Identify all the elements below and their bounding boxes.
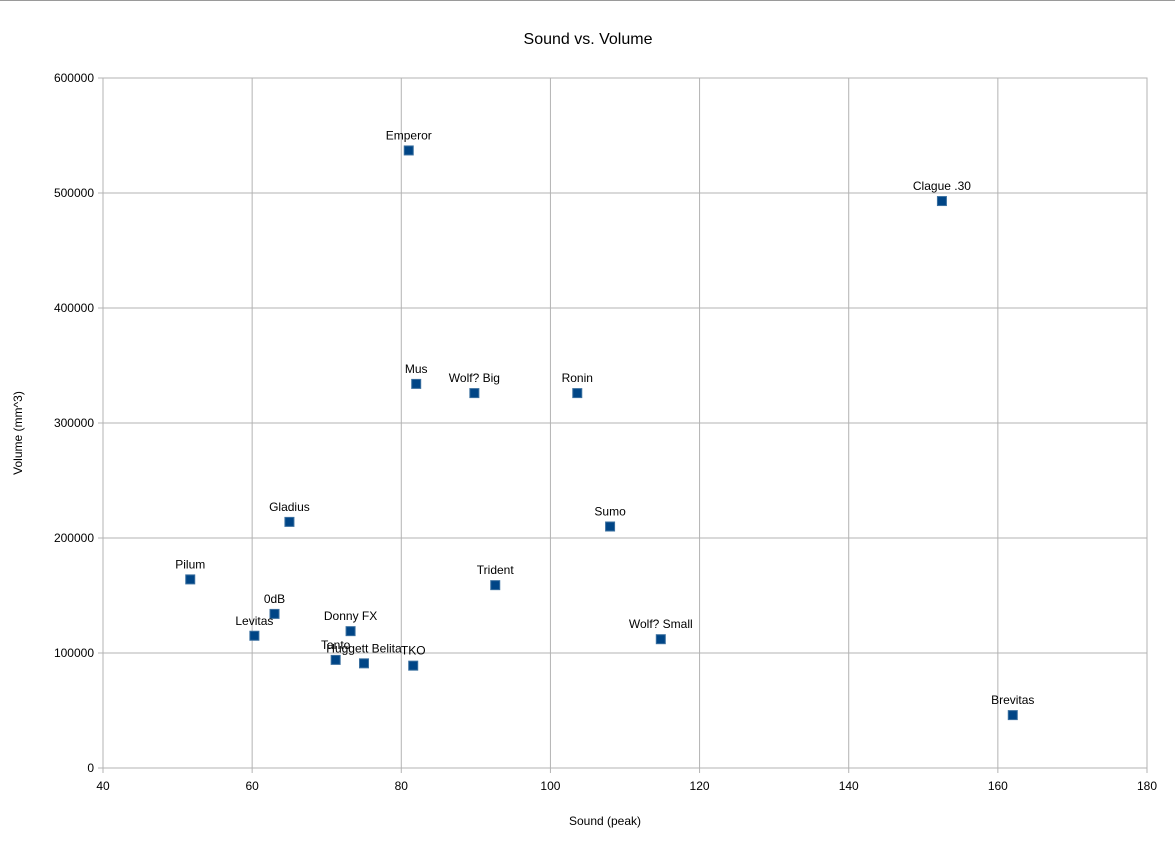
point-marker (411, 378, 422, 389)
point-marker (284, 516, 295, 527)
point-label: Gladius (269, 500, 310, 514)
data-point: Trident (477, 563, 515, 591)
data-point: Donny FX (324, 609, 377, 637)
data-point: Wolf? Small (629, 617, 693, 645)
x-tick-label: 140 (839, 779, 859, 793)
point-marker (572, 388, 583, 399)
y-tick-label: 100000 (54, 646, 94, 660)
x-axis-ticks: 40 60 80 100 120 140 160 180 (96, 768, 1157, 793)
data-point: Pilum (175, 557, 205, 585)
data-point: Sumo (594, 505, 626, 532)
point-label: Mus (405, 362, 428, 376)
y-tick-label: 500000 (54, 186, 94, 200)
data-point: TKO (401, 644, 426, 671)
grid-lines (102, 77, 1148, 769)
data-point: Ronin (562, 371, 593, 399)
point-label: 0dB (264, 592, 285, 606)
x-tick-label: 40 (96, 779, 110, 793)
y-tick-label: 300000 (54, 416, 94, 430)
point-label: Brevitas (991, 693, 1034, 707)
x-tick-label: 60 (245, 779, 259, 793)
y-axis-ticks: 0 100000 200000 300000 400000 500000 600000 (54, 71, 103, 775)
point-marker (490, 580, 501, 591)
chart-title: Sound vs. Volume (524, 31, 653, 48)
point-marker (1007, 710, 1018, 721)
x-tick-label: 160 (988, 779, 1008, 793)
data-point: Brevitas (991, 693, 1034, 721)
point-label: TKO (401, 644, 426, 658)
point-label: Emperor (386, 128, 432, 142)
point-label: Wolf? Small (629, 617, 693, 631)
point-label: Sumo (594, 505, 626, 519)
x-tick-label: 100 (540, 779, 560, 793)
point-label: Huggett Belita (326, 641, 402, 655)
data-point: Gladius (269, 500, 310, 527)
x-tick-label: 120 (690, 779, 710, 793)
point-label: Tanto (321, 638, 351, 652)
data-points: Emperor Clague .30 Mus Wolf? Big Ronin Gladiu… (175, 128, 1034, 721)
point-label: Trident (477, 563, 515, 577)
point-label: Pilum (175, 557, 205, 571)
y-tick-label: 600000 (54, 71, 94, 85)
point-label: Donny FX (324, 609, 377, 623)
y-tick-label: 0 (87, 761, 94, 775)
point-marker (330, 654, 341, 665)
point-marker (249, 630, 260, 641)
point-label: Ronin (562, 371, 593, 385)
point-label: Levitas (235, 614, 273, 628)
data-point: Emperor (386, 128, 432, 156)
point-marker (345, 626, 356, 637)
top-border (0, 0, 1175, 1)
point-marker (936, 196, 947, 207)
y-tick-label: 200000 (54, 531, 94, 545)
x-tick-label: 180 (1137, 779, 1157, 793)
data-point: 0dB (264, 592, 285, 619)
x-tick-label: 80 (395, 779, 409, 793)
point-marker (408, 660, 419, 671)
point-marker (655, 634, 666, 645)
data-point: Wolf? Big (449, 371, 500, 399)
data-point: Levitas (235, 614, 273, 641)
point-label: Clague .30 (913, 179, 971, 193)
point-marker (403, 145, 414, 156)
data-point: Clague .30 (913, 179, 971, 207)
x-axis-label: Sound (peak) (569, 814, 641, 828)
y-axis-label: Volume (mm^3) (11, 391, 25, 475)
data-point: Huggett Belita (326, 641, 402, 669)
point-marker (469, 388, 480, 399)
point-label: Wolf? Big (449, 371, 500, 385)
data-point: Mus (405, 362, 428, 389)
point-marker (359, 658, 369, 669)
point-marker (269, 608, 280, 619)
point-marker (185, 574, 196, 585)
data-point: Tanto (321, 638, 351, 665)
point-marker (605, 521, 616, 532)
y-tick-label: 400000 (54, 301, 94, 315)
